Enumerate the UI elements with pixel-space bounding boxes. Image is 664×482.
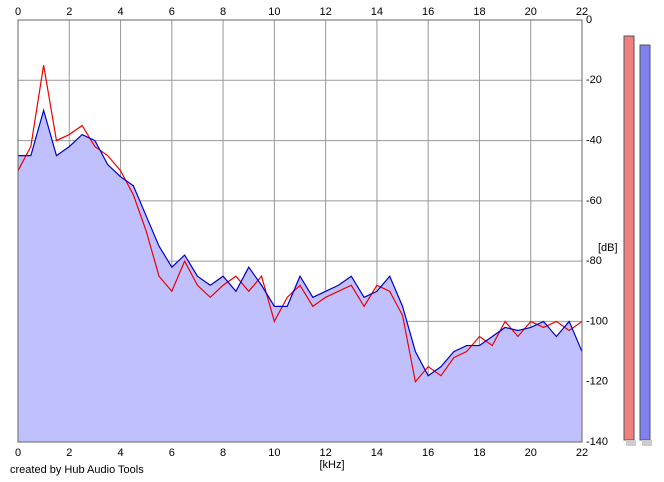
x-tick-label: 8 <box>220 6 226 18</box>
x-tick-label: 10 <box>268 6 280 18</box>
x-tick-label: 4 <box>117 447 123 459</box>
x-tick-label: 20 <box>525 447 537 459</box>
x-tick-label: 12 <box>320 447 332 459</box>
x-tick-label: 2 <box>66 6 72 18</box>
y-tick-label: -60 <box>586 195 602 207</box>
x-tick-label: 22 <box>576 6 588 18</box>
x-tick-label: 0 <box>15 6 21 18</box>
x-tick-label: 12 <box>320 6 332 18</box>
x-tick-label: 6 <box>169 447 175 459</box>
right-meter <box>639 44 651 441</box>
meter-shadow <box>642 440 652 446</box>
x-tick-label: 16 <box>422 447 434 459</box>
x-tick-label: 2 <box>66 447 72 459</box>
left-meter <box>623 35 635 441</box>
x-tick-label: 18 <box>473 6 485 18</box>
x-tick-label: 0 <box>15 447 21 459</box>
series-line <box>17 65 583 384</box>
x-tick-label: 14 <box>371 447 383 459</box>
x-tick-label: 20 <box>525 6 537 18</box>
credit: created by Hub Audio Tools <box>10 464 144 476</box>
plot-frame <box>17 19 583 443</box>
x-tick-label: 4 <box>117 6 123 18</box>
x-tick-label: 18 <box>473 447 485 459</box>
series-line <box>18 108 583 377</box>
y-tick-label: -40 <box>586 134 602 146</box>
y-tick-label: -100 <box>586 315 608 327</box>
x-tick-label: 6 <box>169 6 175 18</box>
x-tick-label: 10 <box>268 447 280 459</box>
y-tick-label: -120 <box>586 376 608 388</box>
y-tick-label: 0 <box>586 14 592 26</box>
y-tick-label: -140 <box>586 436 608 448</box>
x-tick-label: 22 <box>576 447 588 459</box>
y-tick-label: -20 <box>586 74 602 86</box>
x-tick-label: 16 <box>422 6 434 18</box>
x-tick-label: 8 <box>220 447 226 459</box>
x-tick-label: 14 <box>371 6 383 18</box>
y-axis-label: [dB] <box>598 242 618 254</box>
x-axis-label: [kHz] <box>319 459 344 471</box>
meter-shadow <box>626 440 636 446</box>
y-tick-label: -80 <box>586 255 602 267</box>
